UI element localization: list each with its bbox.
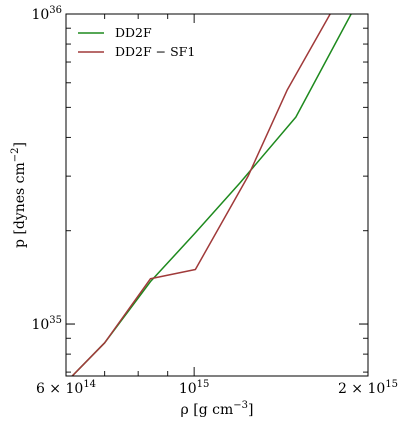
series-line-0 — [71, 14, 352, 376]
legend-label-1: DD2F − SF1 — [115, 44, 195, 59]
x-tick-mantissa: 2 × 10 — [338, 381, 385, 397]
y-axis-label: p [dynes cm−2] — [10, 142, 28, 248]
y-axis-label-suffix: ] — [12, 142, 28, 147]
x-axis-label-exponent: −3 — [233, 400, 248, 411]
x-axis-label-suffix: ] — [248, 402, 253, 418]
y-tick-label: 1035 — [31, 315, 62, 333]
y-tick-exponent: 36 — [49, 5, 62, 16]
axis-labels: ρ [g cm−3]p [dynes cm−2] — [10, 142, 253, 418]
ticks — [65, 13, 369, 376]
x-tick-mantissa: 10 — [179, 381, 197, 397]
legend-label-0: DD2F — [115, 25, 152, 40]
x-axis-label-text: ρ [g cm — [181, 402, 234, 418]
y-tick-mantissa: 10 — [31, 7, 49, 23]
y-axis-label-exponent: −2 — [10, 147, 21, 162]
x-tick-mantissa: 6 × 10 — [36, 381, 83, 397]
axis-frame — [65, 13, 369, 377]
x-tick-exponent: 14 — [83, 379, 96, 390]
y-tick-exponent: 35 — [49, 315, 62, 326]
x-axis-label: ρ [g cm−3] — [181, 400, 254, 418]
plot-lines — [71, 14, 352, 376]
y-axis-label-text: p [dynes cm — [12, 162, 28, 248]
plot-frame — [65, 13, 369, 377]
x-tick-exponent: 15 — [197, 379, 210, 390]
x-tick-label: 1015 — [179, 379, 210, 397]
x-tick-label: 6 × 1014 — [36, 379, 96, 397]
y-tick-label: 1036 — [31, 5, 62, 23]
x-tick-label: 2 × 1015 — [338, 379, 398, 397]
series-line-1 — [71, 14, 331, 376]
y-tick-mantissa: 10 — [31, 317, 49, 333]
legend: DD2F DD2F − SF1 — [78, 25, 195, 59]
x-tick-exponent: 15 — [385, 379, 398, 390]
